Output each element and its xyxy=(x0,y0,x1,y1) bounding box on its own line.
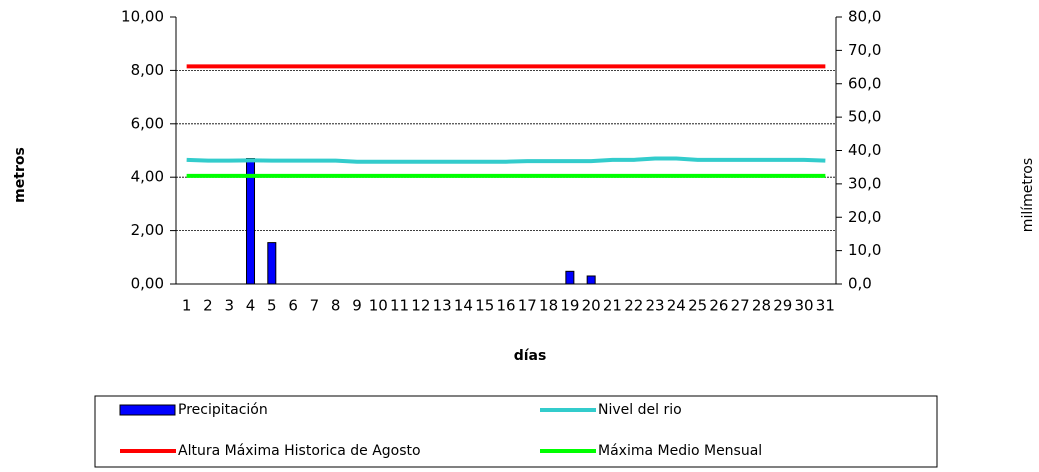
legend-label: Altura Máxima Historica de Agosto xyxy=(178,443,421,459)
legend-label: Máxima Medio Mensual xyxy=(598,443,762,459)
y2-tick-label: 30,0 xyxy=(848,174,881,192)
x-tick-label: 7 xyxy=(310,297,320,315)
x-tick-label: 6 xyxy=(288,297,298,315)
x-tick-label: 28 xyxy=(752,297,771,315)
y2-tick-label: 20,0 xyxy=(848,208,881,226)
y2-tick-label: 10,0 xyxy=(848,241,881,259)
x-tick-label: 31 xyxy=(816,297,835,315)
y2-tick-label: 80,0 xyxy=(848,8,881,26)
bar xyxy=(267,242,277,285)
x-tick-label: 13 xyxy=(433,297,452,315)
y-tick-label: 6,00 xyxy=(131,114,164,132)
x-tick-label: 24 xyxy=(667,297,686,315)
x-tick-label: 9 xyxy=(352,297,362,315)
x-tick-label: 18 xyxy=(539,297,558,315)
x-tick-label: 4 xyxy=(246,297,256,315)
x-tick-label: 11 xyxy=(390,297,409,315)
x-tick-label: 12 xyxy=(411,297,430,315)
line xyxy=(186,156,826,164)
y2-tick-label: 50,0 xyxy=(848,108,881,126)
x-axis-label: días xyxy=(514,348,547,364)
x-tick-label: 17 xyxy=(518,297,537,315)
x-tick-label: 3 xyxy=(224,297,234,315)
x-tick-label: 21 xyxy=(603,297,622,315)
y-tick-label: 2,00 xyxy=(131,221,164,239)
x-tick-label: 20 xyxy=(582,297,601,315)
x-tick-label: 5 xyxy=(267,297,277,315)
bar xyxy=(565,270,575,285)
y2-tick-label: 60,0 xyxy=(848,74,881,92)
legend-swatch xyxy=(119,404,176,416)
x-tick-label: 1 xyxy=(182,297,192,315)
x-tick-label: 25 xyxy=(688,297,707,315)
x-tick-label: 15 xyxy=(475,297,494,315)
x-tick-label: 16 xyxy=(496,297,515,315)
y2-tick-label: 40,0 xyxy=(848,141,881,159)
x-tick-label: 27 xyxy=(731,297,750,315)
x-tick-label: 29 xyxy=(773,297,792,315)
x-tick-label: 10 xyxy=(369,297,388,315)
x-tick-label: 2 xyxy=(203,297,213,315)
x-tick-label: 30 xyxy=(795,297,814,315)
legend-label: Precipitación xyxy=(178,402,268,418)
y-tick-label: 0,00 xyxy=(131,275,164,293)
x-tick-label: 22 xyxy=(624,297,643,315)
y2-tick-label: 70,0 xyxy=(848,41,881,59)
y-tick-label: 10,00 xyxy=(121,8,164,26)
y-tick-label: 4,00 xyxy=(131,168,164,186)
x-tick-label: 14 xyxy=(454,297,473,315)
legend-label: Nivel del rio xyxy=(598,402,682,418)
x-tick-label: 8 xyxy=(331,297,341,315)
x-tick-label: 19 xyxy=(560,297,579,315)
bar xyxy=(586,275,596,285)
y2-tick-label: 0,0 xyxy=(848,275,872,293)
x-tick-label: 26 xyxy=(709,297,728,315)
y-axis-label: metros xyxy=(12,147,28,203)
legend xyxy=(94,395,938,468)
y-tick-label: 8,00 xyxy=(131,61,164,79)
x-tick-label: 23 xyxy=(645,297,664,315)
y2-axis-label: milímetros xyxy=(1020,158,1036,232)
